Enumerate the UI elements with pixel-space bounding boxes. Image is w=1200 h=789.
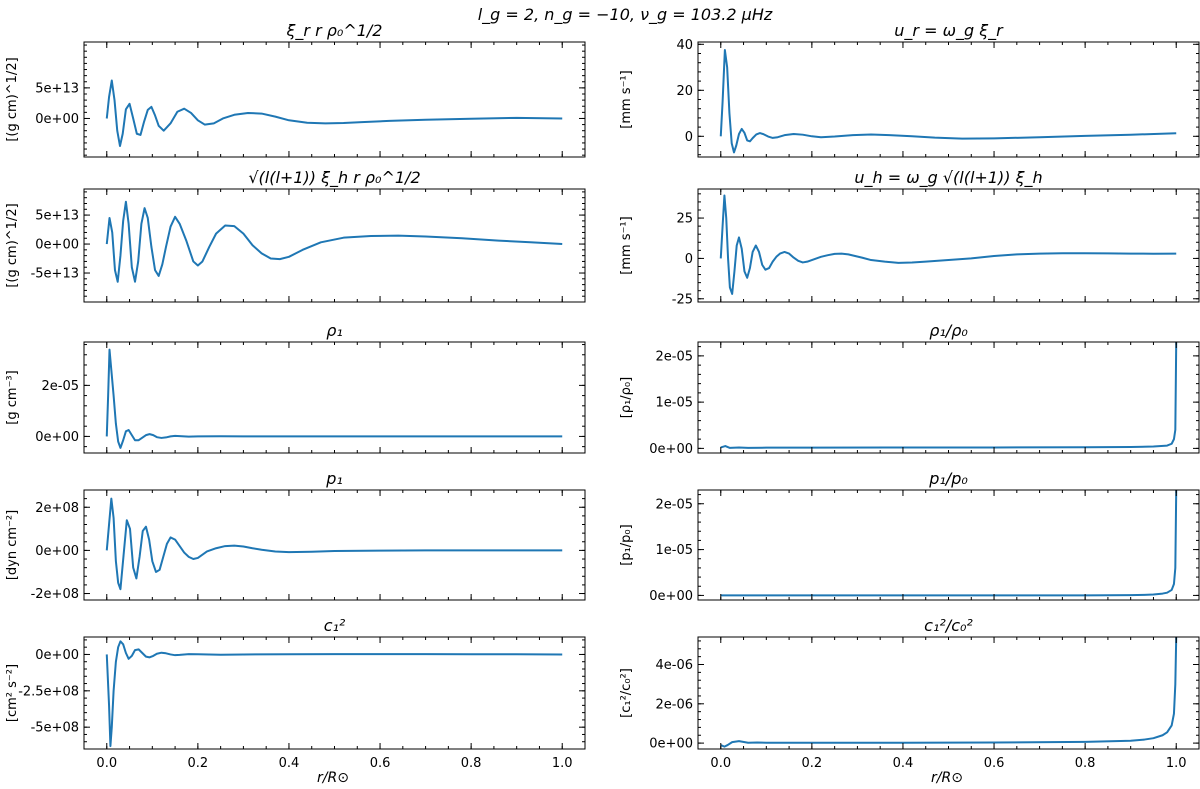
y-axis-label: [(g cm)^1/2] [5,57,20,141]
panel-title: √(l(l+1)) ξ_h r ρ₀^1/2 [248,168,420,188]
x-tick-label: 0.8 [461,756,482,771]
x-tick-label: 0.0 [96,756,117,771]
series-line [105,348,563,449]
x-axis-label-right: r/R⊙ [931,770,963,786]
axes-frame [83,188,586,303]
panel-xi_r: ξ_r r ρ₀^1/2 [(g cm)^1/2] 0e+00 5e+13 [5,21,586,158]
axes-frame [697,636,1200,750]
axes-frame [697,489,1200,601]
y-tick-label: -2.5e+08 [18,684,79,699]
series-line [719,194,1177,295]
y-tick-label: 0e+00 [35,648,79,663]
y-tick-label: 1e-05 [655,396,693,411]
y-tick-label: 0e+00 [649,589,693,604]
y-tick-label: 0 [685,130,693,145]
panels: ξ_r r ρ₀^1/2 [(g cm)^1/2] 0e+00 5e+13 u_r = … [5,21,1200,771]
panel-title: p₁ [325,469,343,488]
x-tick-label: 0.4 [893,756,914,771]
y-tick-label: 0 [685,252,693,267]
y-axis-label: [p₁/p₀] [619,524,634,565]
series-line [105,79,563,147]
axes-frame [697,41,1200,158]
panel-title: c₁²/c₀² [924,616,973,635]
panel-title: ξ_r r ρ₀^1/2 [286,21,383,41]
y-tick-label: 2e-05 [41,379,79,394]
y-tick-label: 20 [676,84,693,99]
x-tick-label: 0.2 [188,756,209,771]
panel-rho1_rho0: ρ₁/ρ₀ [ρ₁/ρ₀] 0e+00 1e-05 2e-05 [619,321,1200,457]
x-tick-label: 0.6 [370,756,391,771]
panel-c1sq: c₁² [cm² s⁻²] 0.0 0.2 0.4 0.6 0.8 1.0 -5e+08 -2.5… [5,616,586,771]
y-tick-label: 40 [676,38,693,53]
panel-title: p₁/p₀ [928,469,968,488]
y-axis-label: [c₁²/c₀²] [619,668,634,718]
axes-frame [697,341,1200,454]
y-tick-label: 5e+13 [35,81,79,96]
y-tick-label: 1e-05 [655,543,693,558]
series-line [720,637,1178,748]
y-tick-label: -5e+08 [31,721,79,736]
y-tick-label: 0e+00 [649,442,693,457]
panel-rho1: ρ₁ [g cm⁻³] 0e+00 2e-05 [5,321,586,454]
panel-title: c₁² [324,616,346,635]
x-axis-label-left: r/R⊙ [317,770,349,786]
y-tick-label: -5e+13 [31,267,79,282]
x-tick-label: 0.2 [802,756,823,771]
figure-suptitle: l_g = 2, n_g = −10, ν_g = 103.2 μHz [478,5,773,25]
x-tick-label: 1.0 [552,756,573,771]
x-tick-label: 0.0 [710,756,731,771]
panel-title: u_h = ω_g √(l(l+1)) ξ_h [854,168,1042,188]
series-line [105,497,563,591]
axes-frame [83,489,586,601]
y-axis-label: [(g cm)^1/2] [5,203,20,287]
y-tick-label: 4e-06 [655,658,693,673]
y-tick-label: 0e+00 [35,238,79,253]
panel-p1: p₁ [dyn cm⁻²] -2e+08 0e+00 2e+08 [5,469,586,602]
y-tick-label: 0e+00 [35,544,79,559]
series-line [719,49,1177,154]
panel-u_r: u_r = ω_g ξ_r [mm s⁻¹] 0 20 40 [619,21,1200,158]
panel-p1_p0: p₁/p₀ [p₁/p₀] 0e+00 1e-05 2e-05 [619,469,1200,604]
y-tick-label: 2e-06 [655,697,693,712]
y-axis-label: [ρ₁/ρ₀] [619,377,634,418]
x-tick-label: 1.0 [1166,756,1187,771]
series-line [720,342,1178,449]
y-tick-label: 2e+08 [35,501,79,516]
y-tick-label: 5e+13 [35,209,79,224]
y-tick-label: -25 [672,292,693,307]
y-tick-label: 25 [676,212,693,227]
panel-title: ρ₁/ρ₀ [929,321,968,340]
x-tick-label: 0.8 [1075,756,1096,771]
axes-frame [83,41,586,158]
series-line [720,490,1178,597]
y-axis-label: [mm s⁻¹] [619,216,634,274]
y-axis-label: [cm² s⁻²] [5,664,20,722]
y-tick-label: 0e+00 [649,737,693,752]
y-axis-label: [g cm⁻³] [5,370,20,424]
panel-title: ρ₁ [326,321,343,340]
x-tick-label: 0.6 [984,756,1005,771]
y-tick-label: 0e+00 [35,112,79,127]
panel-u_h: u_h = ω_g √(l(l+1)) ξ_h [mm s⁻¹] -25 0 25 [619,168,1200,307]
y-tick-label: 2e-05 [655,497,693,512]
y-axis-label: [mm s⁻¹] [619,70,634,128]
y-tick-label: -2e+08 [31,587,79,602]
y-tick-label: 2e-05 [655,349,693,364]
y-tick-label: 0e+00 [35,430,79,445]
panel-c1sq_c0sq: c₁²/c₀² [c₁²/c₀²] 0.0 0.2 0.4 0.6 0.8 1.0 0e+00 2… [619,616,1200,771]
axes-frame [697,188,1200,303]
series-line [105,640,563,748]
panel-title: u_r = ω_g ξ_r [894,21,1004,41]
panel-xi_h: √(l(l+1)) ξ_h r ρ₀^1/2 [(g cm)^1/2] -5e+13… [5,168,586,303]
y-axis-label: [dyn cm⁻²] [5,510,20,580]
series-line [105,200,563,283]
x-tick-label: 0.4 [279,756,300,771]
